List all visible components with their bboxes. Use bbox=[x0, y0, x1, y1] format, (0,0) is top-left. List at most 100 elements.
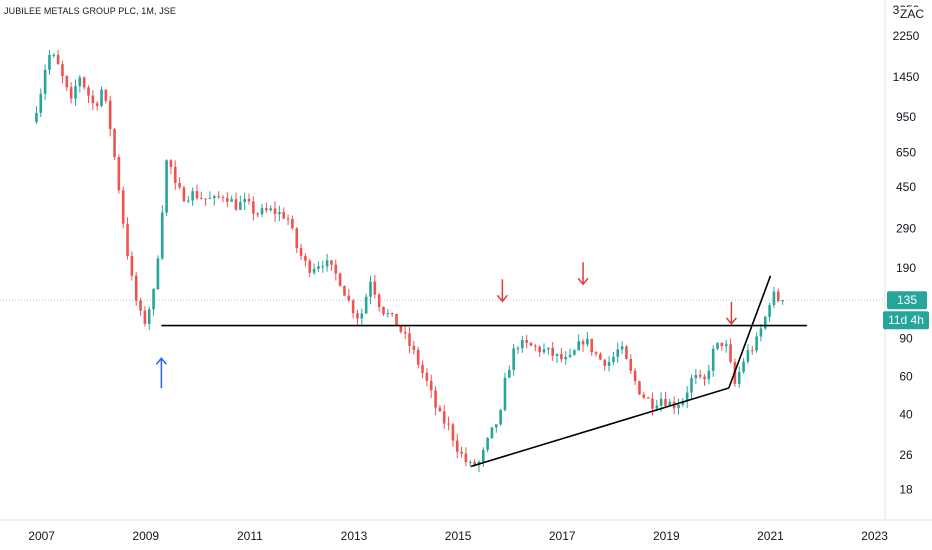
candle bbox=[547, 347, 550, 355]
candle bbox=[729, 338, 732, 364]
candle bbox=[48, 50, 51, 75]
candle bbox=[694, 368, 698, 385]
candle-body bbox=[434, 390, 437, 408]
candle bbox=[477, 460, 481, 473]
candle-body bbox=[282, 212, 286, 219]
candle-body bbox=[95, 103, 99, 106]
candle-body bbox=[130, 256, 134, 276]
candle bbox=[117, 154, 121, 194]
candle bbox=[377, 293, 381, 312]
candle-body bbox=[625, 346, 628, 359]
candle-body bbox=[269, 208, 273, 211]
candle-body bbox=[638, 381, 641, 395]
candle-body bbox=[555, 354, 559, 356]
trendlines-layer bbox=[161, 275, 807, 468]
candle bbox=[603, 358, 607, 371]
price-tick-label: 40 bbox=[899, 407, 913, 421]
candle bbox=[373, 274, 377, 299]
candle bbox=[43, 64, 47, 100]
candle-body bbox=[468, 461, 472, 463]
candle bbox=[455, 433, 459, 459]
candle bbox=[555, 353, 559, 364]
candle-body bbox=[677, 404, 680, 409]
candle-body bbox=[416, 349, 420, 365]
candle bbox=[538, 345, 541, 358]
time-tick-label: 2007 bbox=[28, 529, 55, 543]
candle-body bbox=[707, 370, 711, 380]
candle bbox=[95, 101, 99, 111]
candle bbox=[468, 459, 472, 468]
candle-body bbox=[87, 87, 90, 96]
candle-body bbox=[746, 350, 750, 362]
time-tick-label: 2023 bbox=[861, 529, 888, 543]
candle-body bbox=[351, 300, 355, 314]
candle bbox=[781, 299, 784, 305]
candle-body bbox=[390, 313, 394, 315]
arrow-down-icon bbox=[577, 262, 589, 286]
candle bbox=[87, 85, 90, 103]
candle-body bbox=[139, 300, 142, 311]
candle-body bbox=[143, 310, 147, 324]
candle-body bbox=[91, 95, 95, 104]
candle-body bbox=[768, 305, 771, 317]
candle bbox=[386, 308, 390, 318]
price-tick-label: 1450 bbox=[893, 70, 920, 84]
candle bbox=[65, 75, 69, 92]
candle bbox=[750, 345, 754, 355]
candle-body bbox=[330, 260, 333, 265]
candle bbox=[104, 89, 108, 104]
candle-body bbox=[464, 453, 468, 463]
candle-body bbox=[226, 197, 229, 202]
time-axis[interactable]: 2007 2009 2011 2013 2015 2017 2019 2021 2023 bbox=[28, 529, 888, 543]
candle-body bbox=[317, 266, 320, 269]
candle bbox=[100, 86, 103, 108]
candle bbox=[286, 214, 290, 226]
candle-body bbox=[213, 196, 216, 199]
candle-body bbox=[724, 344, 728, 347]
candle-body bbox=[39, 93, 43, 113]
candle-body bbox=[221, 196, 225, 198]
candle bbox=[508, 365, 511, 378]
candle bbox=[282, 207, 286, 220]
candle bbox=[481, 447, 485, 468]
candle-body bbox=[48, 55, 51, 70]
last-price-value: 135 bbox=[897, 293, 917, 307]
price-tick-label: 190 bbox=[896, 261, 916, 275]
candle bbox=[278, 205, 281, 222]
candle bbox=[642, 391, 646, 400]
candle bbox=[169, 159, 173, 175]
candle bbox=[74, 79, 77, 106]
candle-body bbox=[750, 350, 754, 352]
candle-body bbox=[56, 54, 60, 65]
candle bbox=[763, 315, 767, 330]
candle-body bbox=[169, 160, 173, 167]
candle-body bbox=[386, 313, 390, 315]
candle bbox=[243, 192, 246, 210]
candle-body bbox=[260, 208, 264, 215]
candle-body bbox=[204, 198, 207, 200]
candle bbox=[204, 198, 207, 206]
candle bbox=[746, 344, 750, 364]
candle bbox=[464, 447, 468, 467]
candle-body bbox=[698, 374, 702, 377]
candle-body bbox=[126, 223, 129, 257]
candle bbox=[165, 159, 168, 216]
candle bbox=[360, 308, 364, 325]
candle-body bbox=[217, 196, 220, 198]
candle bbox=[707, 364, 711, 385]
candle-body bbox=[551, 347, 554, 356]
candle bbox=[152, 288, 155, 316]
candle-body bbox=[521, 339, 524, 349]
candle-body bbox=[564, 356, 568, 360]
price-tick-label: 290 bbox=[896, 221, 916, 235]
candle-body bbox=[529, 342, 533, 346]
candle bbox=[356, 309, 359, 327]
candle bbox=[52, 53, 56, 58]
candle-body bbox=[481, 449, 485, 462]
candle-body bbox=[377, 294, 381, 307]
candle-body bbox=[759, 328, 763, 337]
candle-body bbox=[525, 339, 528, 343]
price-axis[interactable]: 3250182640609013519029045065095014502250 bbox=[893, 3, 920, 496]
candle-body bbox=[659, 398, 663, 406]
